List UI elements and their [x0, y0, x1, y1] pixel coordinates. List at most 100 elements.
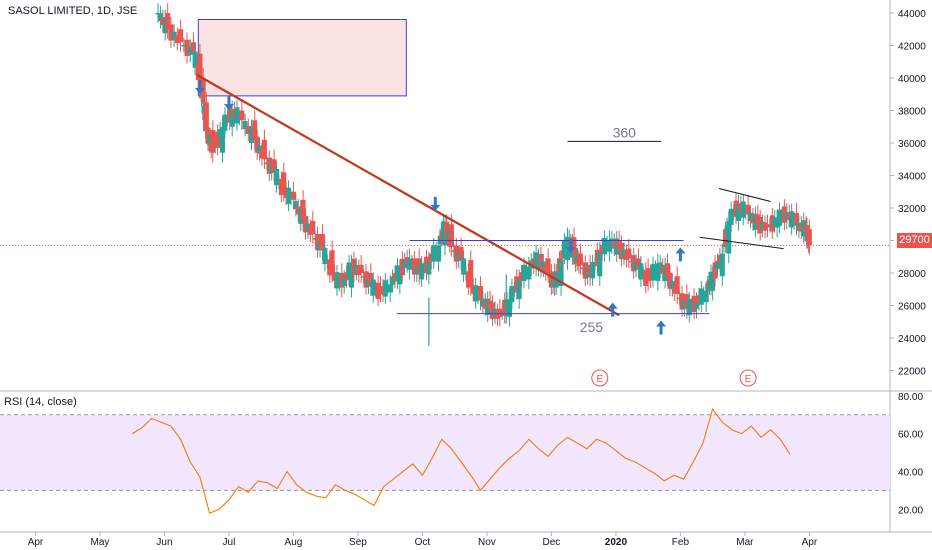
candle-body — [254, 136, 260, 153]
candle-body — [526, 266, 532, 280]
candle-body — [714, 260, 720, 269]
candle-body — [793, 212, 799, 226]
down-arrow-icon — [565, 239, 576, 254]
candle-body — [210, 130, 216, 153]
candle-body — [310, 221, 316, 234]
supply-zone — [197, 19, 407, 97]
rsi-tick-label: 40.00 — [898, 467, 923, 478]
month-tick-label: Nov — [478, 537, 496, 548]
price-tick-label: 40000 — [898, 74, 926, 85]
candle-body — [207, 137, 213, 146]
price-tick-label: 26000 — [898, 302, 926, 313]
candle-body — [293, 201, 299, 210]
price-tick-label: 36000 — [898, 139, 926, 150]
candle-body — [168, 24, 174, 41]
candle-body — [397, 269, 403, 285]
candle-body — [192, 51, 198, 68]
price-tick-label: 24000 — [898, 334, 926, 345]
price-tick-label: 32000 — [898, 204, 926, 215]
candle-body — [319, 234, 325, 251]
candle-body — [650, 264, 656, 281]
month-tick-label: May — [91, 537, 110, 548]
candle-body — [431, 245, 437, 262]
price-tick-label: 38000 — [898, 107, 926, 118]
support-label: 255 — [580, 319, 604, 335]
candle-body — [669, 281, 675, 290]
candle-body — [686, 299, 692, 316]
candle-body — [506, 299, 512, 317]
price-tick-label: 22000 — [898, 367, 926, 378]
candle-body — [387, 284, 393, 293]
down-arrow-icon — [430, 196, 441, 211]
down-arrow-icon — [223, 96, 234, 111]
candle-body — [178, 29, 184, 43]
month-tick-label: Oct — [415, 537, 431, 548]
candle-body — [448, 224, 454, 247]
candle-body — [655, 263, 661, 282]
candle-body — [726, 221, 732, 254]
candle-body — [545, 258, 551, 273]
candle-body — [329, 250, 335, 273]
rsi-tick-label: 60.00 — [898, 430, 923, 441]
candle-body — [521, 264, 527, 282]
earnings-marker-label: E — [745, 374, 752, 385]
candle-body — [171, 31, 177, 40]
rsi-line — [131, 407, 791, 514]
candle-body — [290, 191, 296, 200]
price-tick-label: 34000 — [898, 172, 926, 183]
candle-body — [341, 277, 347, 286]
candle-body — [703, 290, 709, 303]
candle-body — [712, 262, 718, 279]
candle-body — [261, 139, 267, 160]
price-tick-label: 28000 — [898, 269, 926, 280]
candle-body — [239, 110, 245, 121]
candle-body — [181, 45, 187, 47]
channel-line — [699, 236, 784, 250]
candle-body — [516, 279, 522, 299]
up-arrow-icon — [607, 302, 618, 317]
candle-body — [502, 299, 508, 317]
candle-body — [473, 285, 479, 302]
candle-body — [740, 201, 746, 218]
up-arrow-icon — [675, 247, 686, 262]
candle-body — [271, 159, 277, 173]
candle-body — [461, 258, 467, 275]
earnings-marker — [591, 369, 609, 387]
candle-body — [407, 258, 413, 270]
candle-body — [215, 131, 221, 148]
candle-body — [728, 208, 734, 226]
candle-body — [205, 127, 211, 144]
candle-body — [281, 172, 287, 192]
rsi-title: RSI (14, close) — [4, 396, 77, 408]
month-tick-label: Jul — [223, 537, 236, 548]
price-tick-label: 42000 — [898, 42, 926, 53]
down-arrow-icon — [194, 79, 205, 94]
candle-body — [242, 121, 248, 130]
candle-body — [458, 247, 464, 260]
candle-body — [234, 107, 240, 124]
month-tick-label: Aug — [285, 537, 303, 548]
candle-body — [220, 126, 225, 153]
candle-body — [184, 39, 190, 57]
candle-body — [674, 276, 680, 295]
candle-body — [806, 229, 812, 246]
candle-body — [286, 187, 292, 204]
earnings-marker — [739, 369, 757, 387]
candle-body — [777, 209, 783, 226]
candle-body — [249, 126, 255, 143]
candle-body — [274, 169, 280, 186]
candle-body — [477, 286, 483, 301]
candle-body — [426, 261, 432, 275]
rsi-band — [0, 414, 890, 491]
candle-body — [602, 238, 608, 255]
candle-body — [665, 263, 670, 277]
candle-body — [561, 240, 567, 257]
candle-body — [334, 272, 340, 289]
candle-body — [571, 237, 577, 254]
candle-body — [638, 263, 644, 280]
candle-body — [436, 245, 442, 262]
candle-body — [445, 231, 451, 240]
candle-body — [735, 204, 741, 221]
month-tick-label: Dec — [543, 537, 561, 548]
